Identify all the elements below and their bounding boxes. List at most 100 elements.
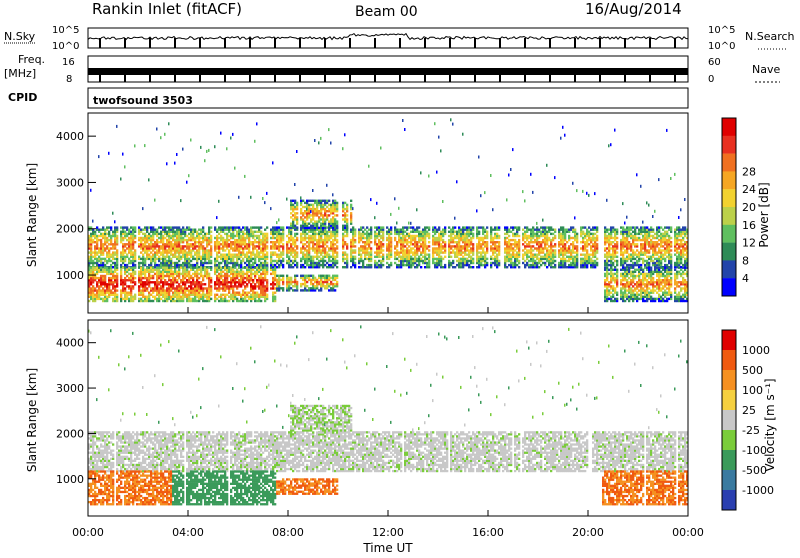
heatmap-cell — [180, 300, 182, 302]
heatmap-cell — [438, 247, 440, 249]
heatmap-cell — [320, 233, 322, 235]
heatmap-cell — [228, 285, 230, 287]
heatmap-cell — [114, 245, 116, 247]
heatmap-cell — [90, 289, 92, 291]
heatmap-cell — [204, 294, 206, 296]
heatmap-cell — [170, 289, 172, 291]
heatmap-cell — [206, 275, 208, 277]
heatmap-cell — [176, 245, 178, 247]
heatmap-cell — [514, 258, 516, 260]
heatmap-cell — [154, 229, 156, 231]
heatmap-cell — [132, 229, 134, 231]
heatmap-cell — [198, 289, 200, 291]
heatmap-cell — [234, 292, 236, 294]
heatmap-cell — [218, 241, 220, 243]
heatmap-cell — [462, 260, 464, 262]
heatmap-cell — [106, 300, 108, 302]
heatmap-cell — [482, 251, 484, 253]
heatmap-cell — [146, 267, 148, 269]
heatmap-cell — [386, 247, 388, 249]
heatmap-cell — [332, 218, 334, 220]
heatmap-cell — [436, 237, 438, 239]
heatmap-cell — [164, 231, 166, 233]
heatmap-cell — [130, 239, 132, 241]
heatmap-cell — [286, 277, 288, 279]
heatmap-cell — [92, 264, 94, 266]
heatmap-cell — [200, 256, 202, 258]
heatmap-cell — [404, 231, 406, 233]
heatmap-cell — [102, 298, 104, 300]
heatmap-cell — [544, 241, 546, 243]
heatmap-cell — [232, 231, 234, 233]
heatmap-cell — [476, 243, 478, 245]
heatmap-cell — [278, 231, 280, 233]
heatmap-cell — [240, 251, 242, 253]
heatmap-cell — [512, 254, 514, 256]
heatmap-cell — [296, 262, 298, 264]
heatmap-cell — [508, 251, 510, 253]
heatmap-cell — [208, 241, 210, 243]
heatmap-cell — [208, 249, 210, 251]
heatmap-cell — [232, 258, 234, 260]
heatmap-cell — [388, 264, 390, 266]
heatmap-cell — [128, 277, 130, 279]
heatmap-cell — [114, 279, 116, 281]
heatmap-cell — [260, 267, 262, 269]
heatmap-cell — [90, 258, 92, 260]
heatmap-cell — [96, 260, 98, 262]
heatmap-cell — [264, 300, 266, 302]
heatmap-cell — [168, 267, 170, 269]
heatmap-cell — [506, 241, 508, 243]
heatmap-cell — [406, 243, 408, 245]
heatmap-cell — [226, 254, 228, 256]
heatmap-cell — [214, 294, 216, 296]
heatmap-cell — [182, 237, 184, 239]
heatmap-cell — [490, 245, 492, 247]
heatmap-cell — [296, 227, 298, 229]
heatmap-cell — [550, 233, 552, 235]
heatmap-cell — [116, 235, 118, 237]
heatmap-cell — [332, 235, 334, 237]
heatmap-cell — [274, 296, 276, 298]
nsky-label: N.Sky — [4, 30, 36, 43]
heatmap-cell — [234, 271, 236, 273]
heatmap-cell — [450, 233, 452, 235]
heatmap-cell — [478, 247, 480, 249]
heatmap-cell — [512, 266, 514, 268]
heatmap-cell — [294, 275, 296, 277]
heatmap-cell — [168, 279, 170, 281]
heatmap-cell — [350, 258, 352, 260]
heatmap-cell — [226, 267, 228, 269]
heatmap-cell — [246, 269, 248, 271]
heatmap-cell — [368, 254, 370, 256]
heatmap-cell — [104, 292, 106, 294]
heatmap-cell — [162, 287, 164, 289]
heatmap-cell — [116, 249, 118, 251]
heatmap-cell — [404, 235, 406, 237]
heatmap-cell — [274, 283, 276, 285]
heatmap-cell — [544, 226, 546, 228]
heatmap-cell — [174, 279, 176, 281]
heatmap-cell — [170, 279, 172, 281]
heatmap-cell — [166, 294, 168, 296]
heatmap-cell — [282, 287, 284, 289]
heatmap-cell — [510, 245, 512, 247]
heatmap-cell — [480, 247, 482, 249]
heatmap-cell — [278, 264, 280, 266]
heatmap-cell — [332, 239, 334, 241]
heatmap-cell — [314, 256, 316, 258]
heatmap-cell — [512, 264, 514, 266]
heatmap-cell — [132, 300, 134, 302]
heatmap-cell — [168, 251, 170, 253]
heatmap-cell — [194, 239, 196, 241]
heatmap-cell — [368, 266, 370, 268]
heatmap-cell — [286, 198, 288, 201]
heatmap-cell — [380, 256, 382, 258]
heatmap-cell — [254, 258, 256, 260]
heatmap-cell — [336, 247, 338, 249]
heatmap-cell — [466, 241, 468, 243]
heatmap-cell — [402, 235, 404, 237]
heatmap-cell — [144, 243, 146, 245]
heatmap-cell — [490, 239, 492, 241]
heatmap-cell — [432, 251, 434, 253]
